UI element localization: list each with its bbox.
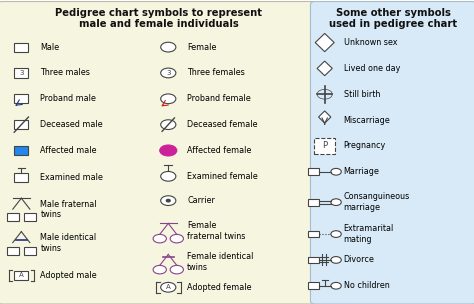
Circle shape	[170, 265, 183, 274]
Text: A: A	[166, 284, 171, 290]
Polygon shape	[315, 33, 334, 52]
Polygon shape	[319, 111, 331, 123]
Circle shape	[331, 282, 341, 289]
Bar	[14, 146, 28, 155]
Bar	[308, 168, 319, 175]
Circle shape	[161, 68, 176, 78]
Text: Deceased female: Deceased female	[187, 120, 258, 129]
FancyBboxPatch shape	[0, 2, 318, 304]
Text: Male fraternal
twins: Male fraternal twins	[40, 200, 97, 219]
Bar	[308, 257, 319, 263]
Bar	[7, 213, 19, 221]
Bar	[14, 94, 28, 103]
Text: Proband female: Proband female	[187, 94, 251, 103]
Text: Miscarriage: Miscarriage	[344, 116, 391, 125]
Text: A: A	[19, 272, 24, 278]
Text: 3: 3	[166, 70, 171, 76]
Text: Carrier: Carrier	[187, 196, 215, 205]
FancyBboxPatch shape	[314, 138, 335, 154]
Text: Three females: Three females	[187, 68, 245, 78]
Circle shape	[153, 234, 166, 243]
Text: Some other symbols
used in pedigree chart: Some other symbols used in pedigree char…	[329, 8, 457, 29]
Circle shape	[161, 196, 176, 206]
Text: 3: 3	[19, 70, 24, 76]
Bar	[308, 231, 319, 237]
Circle shape	[170, 234, 183, 243]
Text: Female
fraternal twins: Female fraternal twins	[187, 221, 246, 241]
Bar	[14, 43, 28, 52]
Bar	[24, 247, 36, 255]
Bar	[308, 282, 319, 289]
Bar	[7, 247, 19, 255]
Text: Unknown sex: Unknown sex	[344, 38, 397, 47]
Bar	[14, 173, 28, 182]
Text: Still birth: Still birth	[344, 90, 380, 99]
Circle shape	[161, 171, 176, 181]
Text: Adopted female: Adopted female	[187, 283, 252, 292]
Text: Three males: Three males	[40, 68, 90, 78]
Text: Divorce: Divorce	[344, 255, 374, 264]
Text: Male: Male	[40, 43, 59, 52]
Circle shape	[161, 120, 176, 130]
Text: Proband male: Proband male	[40, 94, 96, 103]
Text: Adopted male: Adopted male	[40, 271, 97, 280]
Text: Pedigree chart symbols to represent
male and female individuals: Pedigree chart symbols to represent male…	[55, 8, 262, 29]
Circle shape	[331, 231, 341, 237]
Circle shape	[331, 257, 341, 263]
Text: P: P	[322, 141, 327, 150]
Text: Pregnancy: Pregnancy	[344, 141, 386, 150]
Text: Marriage: Marriage	[344, 167, 380, 176]
Text: Consanguineous
marriage: Consanguineous marriage	[344, 192, 410, 212]
Bar	[14, 120, 28, 129]
Text: Affected male: Affected male	[40, 146, 97, 155]
Text: Examined male: Examined male	[40, 173, 103, 182]
Polygon shape	[317, 61, 332, 76]
Text: Male identical
twins: Male identical twins	[40, 233, 96, 253]
Text: Examined female: Examined female	[187, 172, 258, 181]
Text: Affected female: Affected female	[187, 146, 252, 155]
Text: No children: No children	[344, 281, 390, 290]
Text: Lived one day: Lived one day	[344, 64, 400, 73]
Circle shape	[161, 282, 176, 292]
Text: Deceased male: Deceased male	[40, 120, 103, 129]
Circle shape	[331, 199, 341, 206]
Bar	[24, 213, 36, 221]
Text: Extramarital
mating: Extramarital mating	[344, 224, 394, 244]
Circle shape	[160, 145, 177, 156]
Bar	[308, 199, 319, 206]
Text: Female identical
twins: Female identical twins	[187, 252, 254, 272]
Circle shape	[331, 168, 341, 175]
Bar	[14, 68, 28, 78]
Circle shape	[166, 199, 170, 202]
Circle shape	[161, 94, 176, 104]
Bar	[14, 271, 28, 280]
Text: Female: Female	[187, 43, 217, 52]
Circle shape	[153, 265, 166, 274]
Circle shape	[161, 42, 176, 52]
FancyBboxPatch shape	[310, 2, 474, 304]
